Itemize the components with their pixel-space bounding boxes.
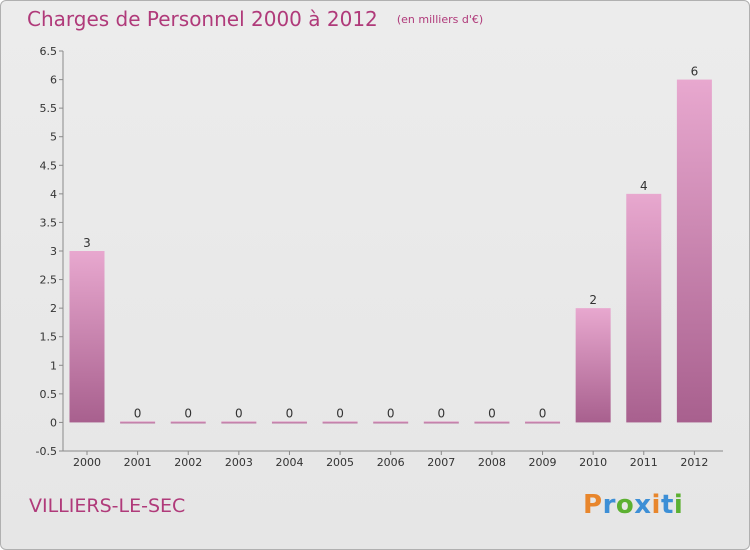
logo-letter: o [615, 490, 635, 520]
logo-letter: t [660, 490, 674, 520]
bar [626, 193, 662, 423]
x-tick-label: 2001 [124, 456, 152, 469]
logo-letter: i [673, 490, 684, 520]
y-tick-label: 0 [50, 416, 57, 429]
data-label: 0 [387, 406, 395, 420]
bar [221, 421, 257, 424]
x-tick-label: 2007 [427, 456, 455, 469]
y-tick-label: -0.5 [36, 445, 57, 458]
x-tick-label: 2012 [680, 456, 708, 469]
bar [271, 421, 307, 424]
chart-title: Charges de Personnel 2000 à 2012 [27, 7, 378, 31]
y-tick-label: 2.5 [40, 274, 58, 287]
bar [322, 421, 358, 424]
logo-letter: x [634, 490, 652, 520]
x-tick-label: 2009 [529, 456, 557, 469]
data-label: 4 [640, 179, 648, 193]
bar [170, 421, 206, 424]
y-tick-label: 3 [50, 245, 57, 258]
x-tick-label: 2002 [174, 456, 202, 469]
bar [423, 421, 459, 424]
y-tick-label: 4 [50, 188, 57, 201]
x-tick-label: 2006 [377, 456, 405, 469]
bars-group: 3 0 0 0 0 0 0 0 0 0 2 4 6 [69, 65, 712, 424]
y-tick-label: 3.5 [40, 216, 58, 229]
y-tick-label: 1.5 [40, 331, 58, 344]
data-label: 0 [488, 406, 496, 420]
y-tick-label: 1 [50, 359, 57, 372]
y-tick-label: 5 [50, 131, 57, 144]
data-label: 0 [336, 406, 344, 420]
chart-subtitle: (en milliers d'€) [396, 13, 484, 26]
data-label: 3 [83, 236, 91, 250]
bar [676, 79, 712, 423]
bar [373, 421, 409, 424]
proxiti-logo[interactable]: Proxiti [583, 490, 683, 520]
data-label: 6 [691, 65, 699, 79]
x-tick-label: 2011 [630, 456, 658, 469]
bar [525, 421, 561, 424]
data-label: 0 [437, 406, 445, 420]
data-label: 0 [286, 406, 294, 420]
y-tick-label: 2 [50, 302, 57, 315]
data-label: 0 [235, 406, 243, 420]
y-tick-label: 5.5 [40, 102, 58, 115]
logo-letter: i [651, 490, 661, 520]
bar [120, 421, 156, 424]
y-tick-label: 6.5 [40, 45, 58, 58]
bar [69, 251, 105, 423]
x-tick-label: 2010 [579, 456, 607, 469]
data-label: 0 [184, 406, 192, 420]
x-tick-label: 2003 [225, 456, 253, 469]
x-tick-label: 2005 [326, 456, 354, 469]
y-tick-label: 0.5 [40, 388, 58, 401]
data-label: 2 [589, 293, 597, 307]
y-tick-label: 6 [50, 74, 57, 87]
logo-letter: r [602, 490, 616, 520]
commune-name: VILLIERS-LE-SEC [29, 495, 186, 517]
y-axis: -0.5 0 0.5 1 1.5 2 2.5 3 3.5 4 4.5 5 5.5 6 6.5 [36, 45, 64, 458]
logo-letter: P [583, 490, 603, 520]
data-label: 0 [539, 406, 547, 420]
data-label: 0 [134, 406, 142, 420]
x-axis: 2000 2001 2002 2003 2004 2005 2006 2007 2008 2009… [63, 450, 723, 469]
chart-header: Charges de Personnel 2000 à 2012 (en mil… [27, 7, 483, 31]
x-tick-label: 2008 [478, 456, 506, 469]
x-tick-label: 2000 [73, 456, 101, 469]
y-tick-label: 4.5 [40, 159, 58, 172]
x-tick-label: 2004 [275, 456, 303, 469]
bar [474, 421, 510, 424]
bar [575, 308, 611, 423]
